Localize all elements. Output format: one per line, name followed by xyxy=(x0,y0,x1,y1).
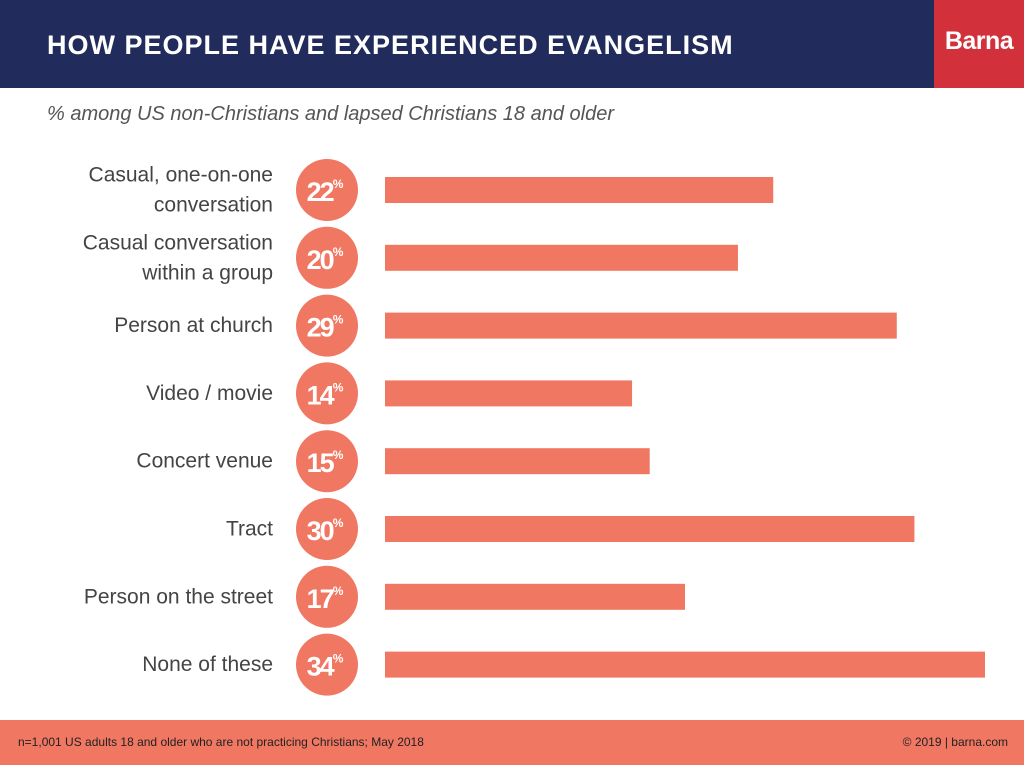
value-badge xyxy=(296,294,358,357)
category-label: Person on the street xyxy=(84,585,273,608)
footer-note: n=1,001 US adults 18 and older who are n… xyxy=(18,735,424,749)
bar xyxy=(385,380,633,407)
bar xyxy=(385,312,897,339)
bar xyxy=(385,651,985,678)
category-label: conversation xyxy=(154,194,273,217)
value-badge xyxy=(296,226,358,289)
footer-credit: © 2019 | barna.com xyxy=(902,735,1008,749)
value-badge xyxy=(296,565,358,628)
bar xyxy=(385,448,650,475)
bar xyxy=(385,177,774,203)
logo-text: Barna xyxy=(944,27,1014,55)
value-badge xyxy=(296,430,358,493)
value-badge xyxy=(296,633,358,696)
value-badge xyxy=(296,498,358,560)
category-label: None of these xyxy=(142,653,273,676)
category-label: Video / movie xyxy=(146,382,273,405)
bar xyxy=(385,583,685,610)
category-label: within a group xyxy=(141,261,273,284)
bar xyxy=(385,244,738,271)
value-badge xyxy=(296,362,358,425)
category-label: Concert venue xyxy=(136,450,273,473)
header-banner: HOW PEOPLE HAVE EXPERIENCED EVANGELISM xyxy=(0,0,934,88)
category-label: Tract xyxy=(226,518,273,541)
category-label: Casual, one-on-one xyxy=(89,164,273,187)
chart-title: HOW PEOPLE HAVE EXPERIENCED EVANGELISM xyxy=(47,30,734,60)
barna-logo: Barna xyxy=(934,0,1024,88)
chart-subtitle: % among US non-Christians and lapsed Chr… xyxy=(47,103,614,125)
value-badge xyxy=(296,159,358,221)
category-label: Casual conversation xyxy=(83,231,273,254)
footer-bar: n=1,001 US adults 18 and older who are n… xyxy=(0,720,1024,765)
category-label: Person at church xyxy=(114,314,273,337)
bar xyxy=(385,516,915,542)
